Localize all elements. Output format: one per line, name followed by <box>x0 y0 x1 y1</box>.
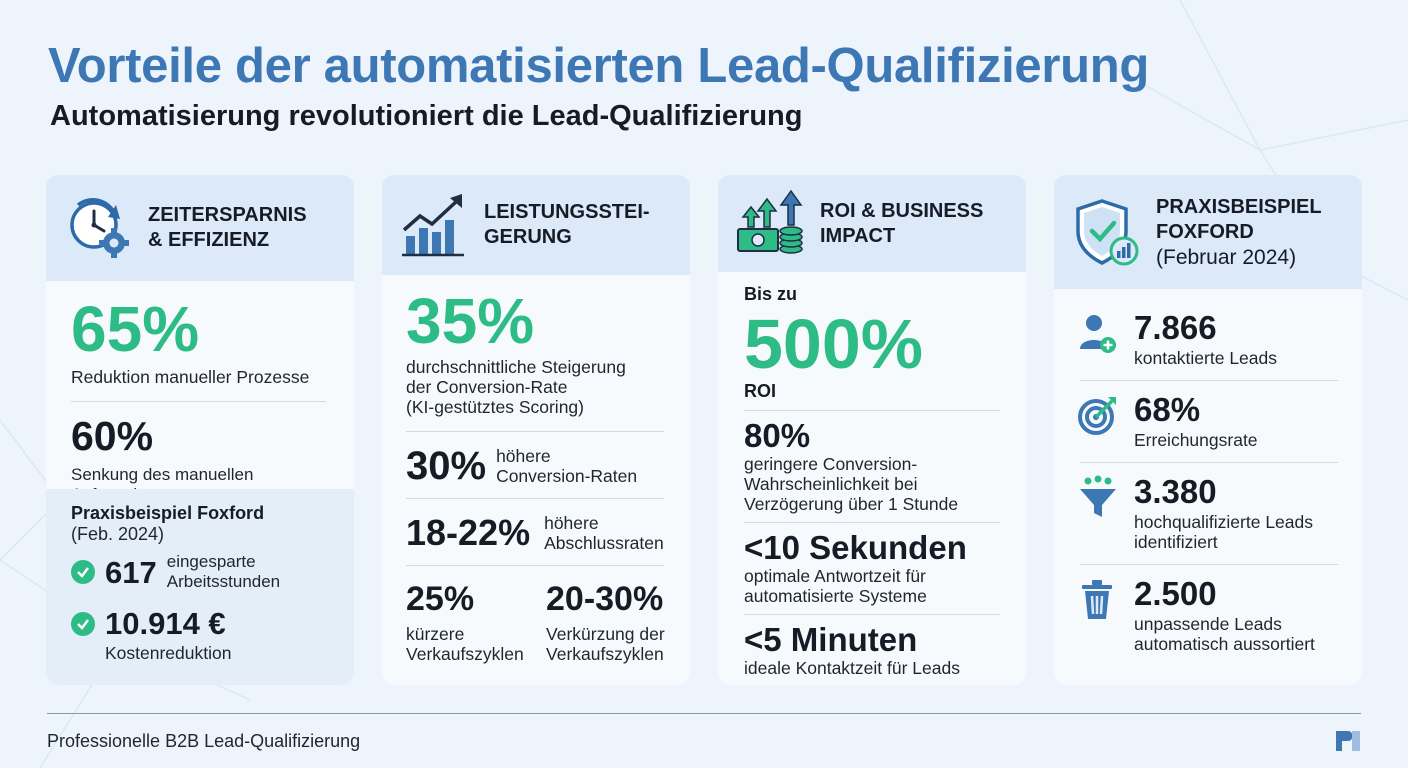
divider <box>1080 564 1338 565</box>
list-item: 68% Erreichungsrate <box>1078 393 1338 450</box>
money-growth-icon <box>737 189 803 254</box>
stat-value: 65% <box>71 293 200 365</box>
item-label: Erreichungsrate <box>1134 430 1258 450</box>
stat-label: kürzere Verkaufszyklen <box>406 624 524 664</box>
stat-label: durchschnittliche Steigerung der Convers… <box>406 357 626 417</box>
stat-label: Reduktion manueller Prozesse <box>71 367 310 387</box>
divider <box>1080 462 1338 463</box>
trash-icon <box>1082 580 1112 619</box>
stat-value: 30% <box>406 444 487 488</box>
card-title: LEISTUNGSSTEI- GERUNG <box>484 201 650 248</box>
stat-row: 25% kürzere Verkaufszyklen 20-30% Verkür… <box>406 582 670 664</box>
card-leistungssteigerung: LEISTUNGSSTEI- GERUNG 35% durchschnittli… <box>382 175 690 685</box>
page-subtitle: Automatisierung revolutioniert die Lead-… <box>50 100 803 132</box>
page-title: Vorteile der automatisierten Lead-Qualif… <box>48 39 1150 93</box>
item-label: kontaktierte Leads <box>1134 348 1278 368</box>
brand-logo-icon <box>1336 731 1360 751</box>
stat-row: 18-22% höhere Abschlussraten <box>406 513 670 553</box>
stat-label: optimale Antwortzeit für automatisierte … <box>744 566 927 606</box>
stat-value: 35% <box>406 285 535 357</box>
growth-chart-icon <box>402 194 464 257</box>
stat-cell: 25% kürzere Verkaufszyklen <box>406 582 546 664</box>
card-header: LEISTUNGSSTEI- GERUNG <box>382 175 690 275</box>
item-label: unpassende Leads automatisch aussortiert <box>1134 614 1315 654</box>
card-zeitersparnis: ZEITERSPARNIS & EFFIZIENZ 65% Reduktion … <box>46 175 354 685</box>
stat-label: Verkürzung der Verkaufszyklen <box>546 624 665 664</box>
stat-cell: 20-30% Verkürzung der Verkaufszyklen <box>546 582 665 664</box>
example-label: eingesparte Arbeitsstunden <box>166 552 281 591</box>
divider <box>744 614 1000 615</box>
stat-label: ROI <box>744 381 777 401</box>
card-title: ZEITERSPARNIS & EFFIZIENZ <box>148 204 307 251</box>
list-item: 7.866 kontaktierte Leads <box>1078 311 1338 368</box>
example-value: 10.914 € <box>105 606 226 641</box>
footer-divider <box>47 713 1361 714</box>
stat-value: <10 Sekunden <box>744 529 967 566</box>
example-value: 617 <box>105 554 157 590</box>
example-label: Kostenreduktion <box>105 643 232 663</box>
example-box: Praxisbeispiel Foxford (Feb. 2024) 617 e… <box>46 489 354 685</box>
stat-value: 25% <box>406 580 475 618</box>
stat-value: 60% <box>71 413 154 459</box>
stat-label: ideale Kontaktzeit für Leads <box>744 658 960 678</box>
stat-label: höhere Abschlussraten <box>544 513 664 553</box>
divider <box>744 410 1000 411</box>
card-roi: ROI & BUSINESS IMPACT Bis zu 500% ROI 80… <box>718 175 1026 685</box>
list-item: 3.380 hochqualifizierte Leads identifizi… <box>1078 475 1338 552</box>
target-icon <box>1078 397 1116 435</box>
stat-value: 500% <box>744 305 924 383</box>
divider <box>744 522 1000 523</box>
footer-text: Professionelle B2B Lead-Qualifizierung <box>47 731 361 751</box>
check-icon <box>71 611 95 636</box>
stat-label: höhere Conversion-Raten <box>496 446 638 486</box>
item-value: 7.866 <box>1134 309 1217 346</box>
divider <box>406 498 664 499</box>
example-item: 617 eingesparte Arbeitsstunden <box>71 552 330 592</box>
stat-value: <5 Minuten <box>744 621 918 658</box>
divider <box>71 401 326 402</box>
stat-label: geringere Conversion- Wahrscheinlichkeit… <box>744 454 959 514</box>
card-header: PRAXISBEISPIEL FOXFORD (Februar 2024) <box>1054 175 1362 289</box>
example-date: (Feb. 2024) <box>71 524 165 544</box>
stat-row: 30% höhere Conversion-Raten <box>406 446 670 486</box>
list-item: 2.500 unpassende Leads automatisch ausso… <box>1078 577 1338 654</box>
card-header: ZEITERSPARNIS & EFFIZIENZ <box>46 175 354 281</box>
clock-gear-icon <box>70 198 129 258</box>
card-praxisbeispiel: PRAXISBEISPIEL FOXFORD (Februar 2024) 7.… <box>1054 175 1362 685</box>
item-value: 68% <box>1134 391 1201 428</box>
stat-prefix: Bis zu <box>744 284 798 304</box>
stat-value: 20-30% <box>546 580 664 618</box>
card-header: ROI & BUSINESS IMPACT <box>718 175 1026 272</box>
user-add-icon <box>1080 315 1116 353</box>
item-value: 3.380 <box>1134 473 1217 510</box>
stat-value: 18-22% <box>406 512 531 553</box>
card-title: PRAXISBEISPIEL FOXFORD (Februar 2024) <box>1156 195 1322 269</box>
check-icon <box>71 560 95 584</box>
item-label: hochqualifizierte Leads identifiziert <box>1134 512 1314 552</box>
example-item: 10.914 € <box>71 608 330 639</box>
item-value: 2.500 <box>1134 575 1217 612</box>
stat-value: 80% <box>744 417 811 454</box>
example-title: Praxisbeispiel Foxford <box>71 503 265 523</box>
shield-check-icon <box>1076 199 1139 266</box>
card-title: ROI & BUSINESS IMPACT <box>820 199 984 247</box>
divider <box>406 565 664 566</box>
funnel-icon <box>1080 475 1116 517</box>
divider <box>406 431 664 432</box>
divider <box>1080 380 1338 381</box>
